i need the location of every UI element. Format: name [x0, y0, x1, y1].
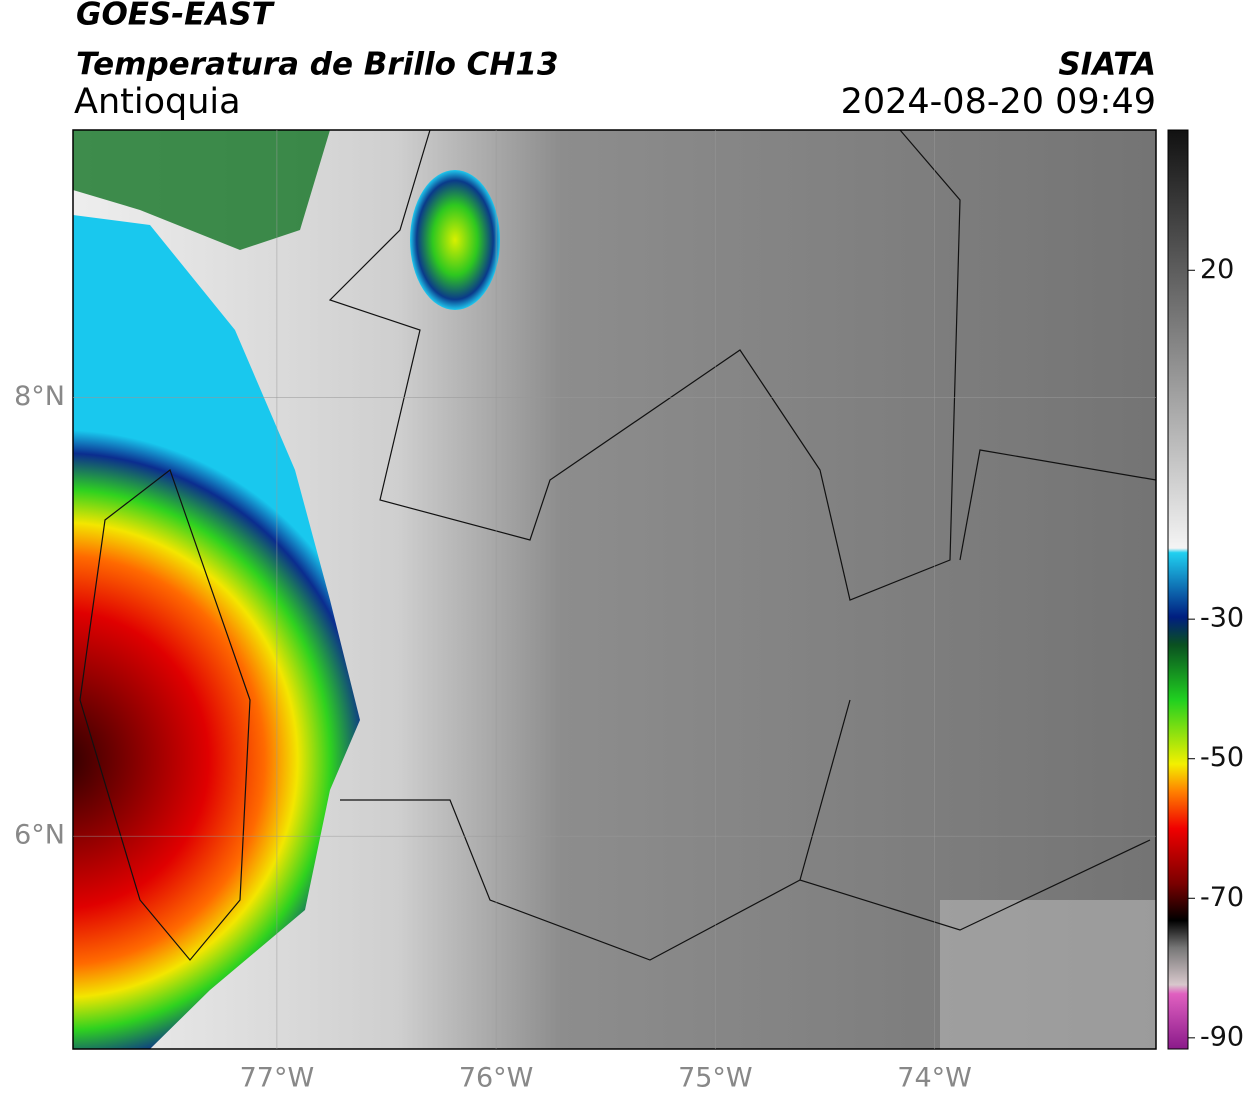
y-tick-label: 6°N — [14, 820, 65, 851]
x-tick-label: 77°W — [240, 1063, 315, 1094]
colorbar-tick-label: -70 — [1200, 882, 1244, 913]
map-frame — [72, 129, 1157, 1050]
datetime: 2024-08-20 09:49 — [841, 82, 1156, 122]
colorbar-tick-label: -50 — [1200, 742, 1244, 773]
imagery — [73, 130, 1156, 1049]
colorbar-tick-label: -90 — [1200, 1021, 1244, 1052]
colorbar-tick-label: -30 — [1200, 603, 1244, 634]
colorbar-tick-label: 20 — [1200, 254, 1234, 285]
x-tick-label: 76°W — [459, 1063, 534, 1094]
x-tick-label: 75°W — [678, 1063, 753, 1094]
region: Antioquia — [74, 82, 241, 122]
subtitle: Temperatura de Brillo CH13 — [76, 47, 559, 83]
y-tick-label: 8°N — [14, 381, 65, 412]
source: SIATA — [1058, 47, 1156, 83]
title: GOES-EAST — [76, 0, 276, 33]
colorbar — [1167, 129, 1189, 1050]
x-tick-label: 74°W — [897, 1063, 972, 1094]
